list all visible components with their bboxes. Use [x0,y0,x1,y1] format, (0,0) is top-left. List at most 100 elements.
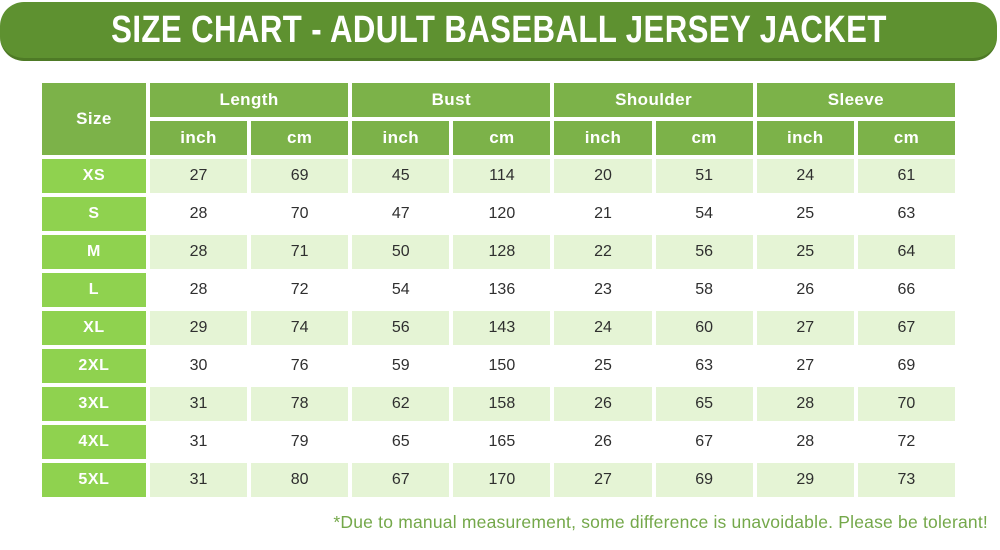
size-cell: L [42,273,146,307]
measurement-cell: 65 [655,387,753,421]
shoulder-group-header: Shoulder [554,83,753,117]
measurement-cell: 67 [352,463,450,497]
size-table-header: Size Length Bust Shoulder Sleeve inch cm… [42,83,955,155]
measurement-cell: 24 [554,311,652,345]
measurement-cell: 25 [756,197,854,231]
measurement-cell: 72 [857,425,955,459]
measurement-cell: 61 [857,159,955,193]
measurement-cell: 66 [857,273,955,307]
measurement-cell: 20 [554,159,652,193]
table-row: 2XL 30 76 59 150 25 63 27 69 [42,349,955,383]
measurement-cell: 69 [251,159,349,193]
measurement-cell: 31 [149,463,248,497]
measurement-cell: 62 [352,387,450,421]
measurement-cell: 26 [554,387,652,421]
unit-header: inch [554,121,652,155]
size-cell: 5XL [42,463,146,497]
measurement-cell: 63 [857,197,955,231]
measurement-cell: 29 [149,311,248,345]
measurement-cell: 60 [655,311,753,345]
measurement-cell: 27 [149,159,248,193]
unit-header: inch [149,121,248,155]
measurement-cell: 21 [554,197,652,231]
table-row: L 28 72 54 136 23 58 26 66 [42,273,955,307]
measurement-cell: 56 [655,235,753,269]
measurement-cell: 54 [655,197,753,231]
measurement-cell: 143 [453,311,551,345]
measurement-cell: 170 [453,463,551,497]
measurement-disclaimer: *Due to manual measurement, some differe… [333,512,988,532]
measurement-cell: 27 [756,349,854,383]
size-cell: 4XL [42,425,146,459]
measurement-cell: 26 [554,425,652,459]
measurement-cell: 63 [655,349,753,383]
measurement-cell: 25 [554,349,652,383]
measurement-cell: 80 [251,463,349,497]
measurement-cell: 27 [554,463,652,497]
measurement-cell: 158 [453,387,551,421]
measurement-cell: 67 [655,425,753,459]
measurement-cell: 70 [251,197,349,231]
measurement-cell: 24 [756,159,854,193]
measurement-cell: 28 [149,273,248,307]
measurement-cell: 54 [352,273,450,307]
table-row: S 28 70 47 120 21 54 25 63 [42,197,955,231]
page-title: SIZE CHART - ADULT BASEBALL JERSEY JACKE… [110,8,887,51]
measurement-cell: 79 [251,425,349,459]
size-table-container: Size Length Bust Shoulder Sleeve inch cm… [38,79,959,501]
measurement-cell: 59 [352,349,450,383]
unit-header: cm [857,121,955,155]
size-cell: XL [42,311,146,345]
measurement-cell: 50 [352,235,450,269]
measurement-cell: 28 [149,235,248,269]
measurement-cell: 26 [756,273,854,307]
measurement-cell: 25 [756,235,854,269]
unit-header: inch [756,121,854,155]
measurement-cell: 136 [453,273,551,307]
measurement-cell: 65 [352,425,450,459]
measurement-cell: 28 [756,425,854,459]
measurement-cell: 47 [352,197,450,231]
measurement-cell: 69 [857,349,955,383]
size-column-header: Size [42,83,146,155]
measurement-cell: 28 [149,197,248,231]
table-row: M 28 71 50 128 22 56 25 64 [42,235,955,269]
measurement-cell: 27 [756,311,854,345]
size-cell: XS [42,159,146,193]
group-header-row: Size Length Bust Shoulder Sleeve [42,83,955,155]
table-row: XL 29 74 56 143 24 60 27 67 [42,311,955,345]
measurement-cell: 76 [251,349,349,383]
unit-header: cm [453,121,551,155]
size-table-body: XS 27 69 45 114 20 51 24 61 S 28 70 47 120 21 54 25 63 M 28… [42,159,955,497]
table-row: 5XL 31 80 67 170 27 69 29 73 [42,463,955,497]
table-row: 3XL 31 78 62 158 26 65 28 70 [42,387,955,421]
measurement-cell: 165 [453,425,551,459]
measurement-cell: 78 [251,387,349,421]
unit-header-row: inch cm inch cm inch cm inch cm [42,121,955,155]
bust-group-header: Bust [352,83,551,117]
size-cell: S [42,197,146,231]
title-banner: SIZE CHART - ADULT BASEBALL JERSEY JACKE… [0,2,997,61]
unit-header: cm [251,121,349,155]
measurement-cell: 73 [857,463,955,497]
unit-header: cm [655,121,753,155]
measurement-cell: 114 [453,159,551,193]
measurement-cell: 74 [251,311,349,345]
measurement-cell: 29 [756,463,854,497]
length-group-header: Length [149,83,349,117]
measurement-cell: 31 [149,425,248,459]
measurement-cell: 51 [655,159,753,193]
measurement-cell: 72 [251,273,349,307]
size-table: Size Length Bust Shoulder Sleeve inch cm… [38,79,959,501]
size-cell: 3XL [42,387,146,421]
size-cell: M [42,235,146,269]
measurement-cell: 67 [857,311,955,345]
size-cell: 2XL [42,349,146,383]
measurement-cell: 28 [756,387,854,421]
measurement-cell: 22 [554,235,652,269]
measurement-cell: 31 [149,387,248,421]
measurement-cell: 120 [453,197,551,231]
measurement-cell: 30 [149,349,248,383]
measurement-cell: 58 [655,273,753,307]
measurement-cell: 45 [352,159,450,193]
